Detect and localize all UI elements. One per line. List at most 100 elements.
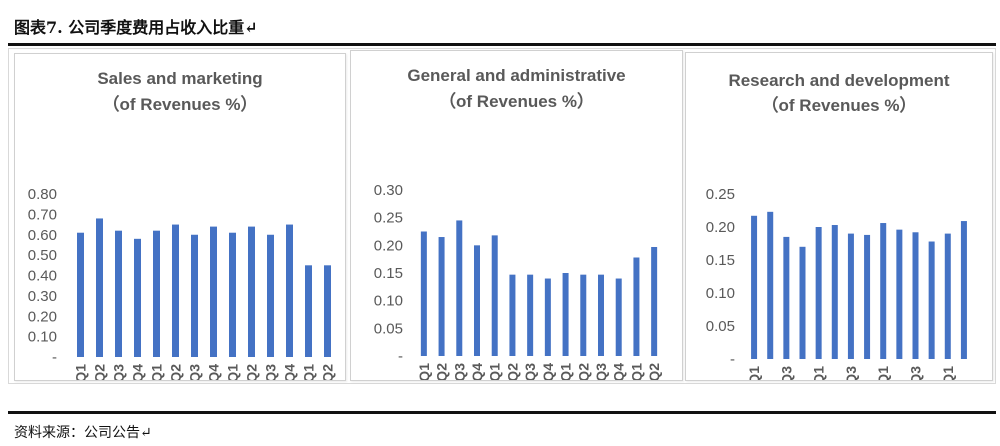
x-tick-label: 2018Q3 — [593, 363, 609, 380]
bar-2017Q2 — [831, 225, 838, 359]
bar-2018Q4 — [286, 224, 293, 357]
x-tick-label: 2019Q2 — [646, 363, 662, 380]
bar-2018Q2 — [896, 229, 903, 359]
bar-2017Q2 — [509, 274, 516, 356]
x-tick-label: 2017Q4 — [206, 364, 222, 380]
chart-title: General and administrative — [407, 66, 625, 85]
y-tick-label: 0.15 — [374, 265, 403, 282]
x-tick-label: 2019Q1 — [301, 364, 317, 380]
bar-2018Q4 — [928, 241, 935, 359]
general-administrative-chart: General and administrative （of Revenues %… — [350, 50, 683, 381]
y-tick-label: 0.70 — [28, 206, 57, 223]
x-tick-label: 2018Q1 — [225, 364, 241, 380]
bar-2017Q2 — [172, 224, 179, 357]
x-tick-label: 2019Q1 — [940, 366, 956, 380]
x-tick-label: 2016Q4 — [469, 363, 485, 380]
bar-2018Q1 — [562, 273, 569, 356]
bar-2017Q1 — [815, 227, 822, 359]
bar-2018Q1 — [880, 223, 887, 359]
chart-title: Research and development — [728, 71, 949, 90]
y-tick-label: 0.20 — [706, 219, 735, 236]
x-tick-label: 2017Q3 — [843, 366, 859, 380]
figure-header: 图表7. 公司季度费用占收入比重↵ — [0, 0, 1000, 44]
bar-2017Q4 — [544, 278, 551, 356]
bar-2018Q3 — [267, 234, 274, 357]
y-tick-label: - — [730, 351, 735, 368]
bar-2017Q3 — [191, 234, 198, 357]
bar-2016Q4 — [474, 245, 480, 356]
y-tick-label: 0.05 — [706, 318, 735, 335]
x-tick-label: 2017Q1 — [149, 364, 165, 380]
y-tick-label: 0.80 — [28, 186, 57, 203]
y-tick-label: 0.60 — [28, 227, 57, 244]
bar-2017Q4 — [210, 226, 217, 357]
bar-2018Q4 — [615, 278, 622, 356]
bar-2016Q2 — [96, 218, 103, 357]
x-tick-label: 2017Q2 — [504, 363, 520, 380]
x-tick-label: 2018Q1 — [875, 366, 891, 380]
x-tick-label: 2018Q3 — [263, 364, 279, 380]
x-tick-label: 2017Q3 — [522, 363, 538, 380]
x-tick-label: 2017Q1 — [811, 366, 827, 380]
figure-title: 图表7. 公司季度费用占收入比重↵ — [14, 18, 258, 37]
bar-2019Q1 — [633, 257, 640, 356]
x-tick-label: 2017Q4 — [540, 363, 556, 380]
bar-2018Q2 — [248, 226, 255, 357]
y-tick-label: 0.25 — [706, 186, 735, 203]
x-tick-label: 2016Q4 — [130, 364, 146, 380]
y-tick-label: - — [398, 348, 403, 365]
sales-marketing-svg: Sales and marketing （of Revenues %） - 0.10 0… — [28, 69, 336, 380]
x-tick-label: 2018Q4 — [282, 364, 298, 380]
bar-2018Q3 — [598, 274, 604, 356]
y-tick-label: 0.20 — [28, 308, 57, 325]
bar-2016Q3 — [115, 230, 122, 357]
bar-2017Q3 — [847, 233, 854, 359]
bar-2017Q1 — [153, 230, 160, 357]
research-development-chart: Research and development （of Revenues %） -… — [685, 52, 993, 381]
chart-subtitle: （of Revenues %） — [439, 91, 594, 111]
x-tick-label: 2018Q4 — [611, 363, 627, 380]
x-tick-label: 2018Q3 — [908, 366, 924, 380]
bar-2016Q1 — [77, 232, 84, 357]
bar-2016Q1 — [751, 215, 758, 359]
x-tick-label: 2019Q1 — [628, 363, 644, 380]
x-tick-label: 2017Q1 — [487, 363, 503, 380]
y-tick-label: 0.10 — [706, 285, 735, 302]
bar-2019Q2 — [960, 221, 967, 359]
y-tick-label: 0.10 — [374, 293, 403, 310]
chart-title: Sales and marketing — [97, 69, 262, 88]
y-tick-label: 0.50 — [28, 247, 57, 264]
x-tick-label: 2016Q1 — [746, 366, 762, 380]
x-tick-label: 2016Q2 — [92, 364, 108, 380]
y-tick-label: 0.40 — [28, 268, 57, 285]
bar-2016Q3 — [783, 236, 790, 359]
bar-2016Q2 — [767, 211, 774, 359]
bar-2016Q4 — [799, 246, 806, 359]
y-tick-label: 0.25 — [374, 210, 403, 227]
x-tick-label: 2018Q1 — [558, 363, 574, 380]
x-tick-label: 2016Q3 — [111, 364, 127, 380]
bar-2017Q1 — [491, 235, 498, 356]
y-tick-label: 0.05 — [374, 320, 403, 337]
bar-2018Q3 — [912, 232, 919, 359]
bar-2019Q2 — [324, 265, 331, 357]
bar-2016Q3 — [456, 220, 463, 356]
y-tick-label: 0.20 — [374, 237, 403, 254]
bar-2016Q1 — [420, 231, 427, 356]
x-tick-label: 2016Q2 — [434, 363, 450, 380]
x-tick-label: 2016Q3 — [778, 366, 794, 380]
bar-2018Q2 — [580, 274, 587, 356]
y-tick-label: - — [52, 349, 57, 366]
x-tick-label: 2016Q1 — [416, 363, 432, 380]
x-tick-label: 2017Q3 — [187, 364, 203, 380]
general-administrative-svg: General and administrative （of Revenues %… — [374, 66, 662, 380]
y-tick-label: 0.10 — [28, 329, 57, 346]
bar-2019Q1 — [305, 265, 312, 357]
bar-2017Q4 — [864, 234, 871, 359]
x-tick-label: 2016Q3 — [451, 363, 467, 380]
research-development-svg: Research and development （of Revenues %） -… — [706, 71, 967, 380]
bar-2019Q2 — [651, 246, 658, 356]
y-tick-label: 0.15 — [706, 252, 735, 269]
y-tick-label: 0.30 — [28, 288, 57, 305]
bar-2017Q3 — [527, 274, 534, 356]
